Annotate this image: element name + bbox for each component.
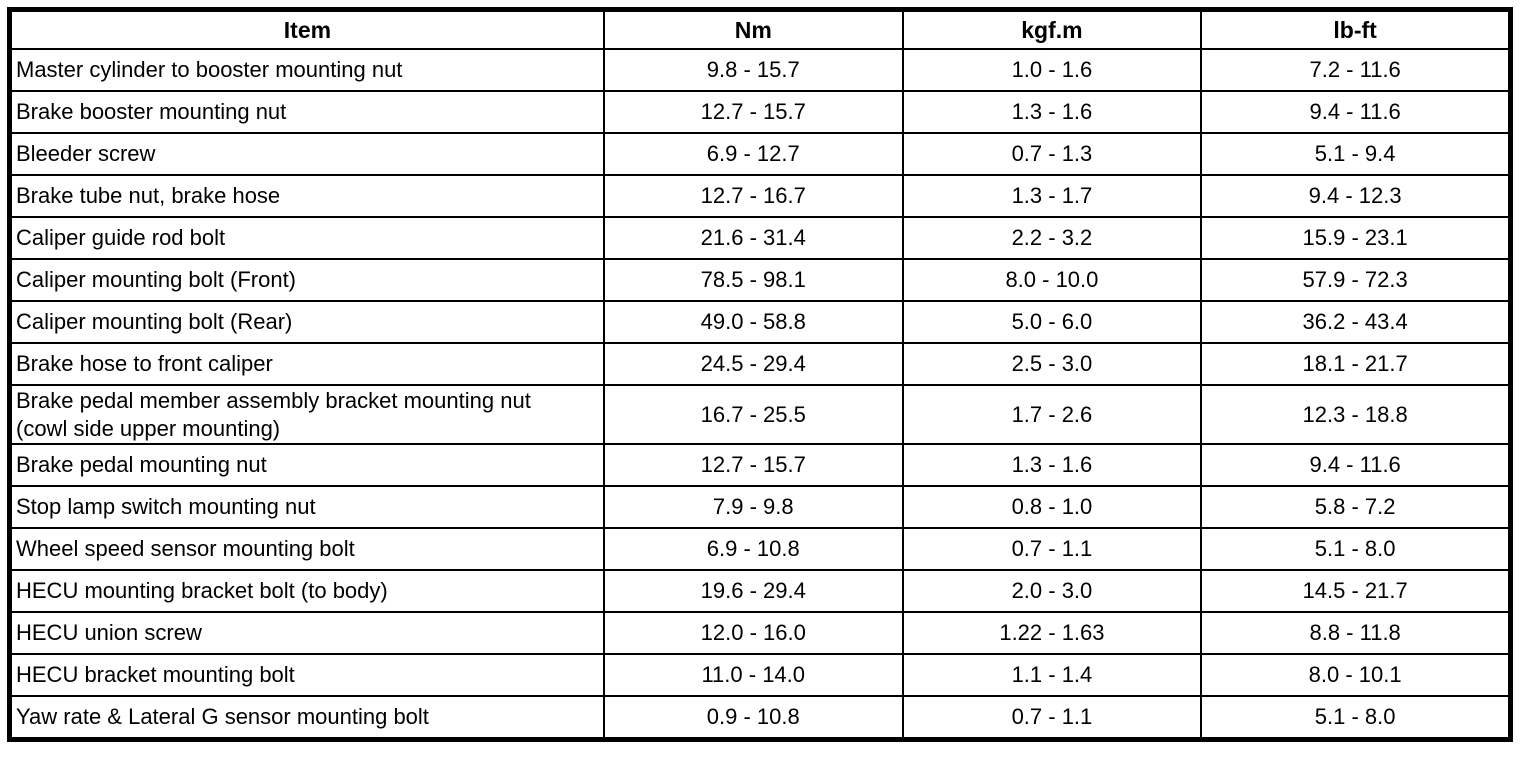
table-row: Caliper guide rod bolt 21.6 - 31.4 2.2 - 3… [8, 216, 1512, 260]
lbft-cell: 12.3 - 18.8 [1200, 384, 1512, 445]
kgfm-cell: 2.2 - 3.2 [901, 216, 1203, 260]
table-row: Wheel speed sensor mounting bolt 6.9 - 10… [8, 527, 1512, 571]
nm-cell: 78.5 - 98.1 [602, 258, 904, 302]
kgfm-cell: 1.3 - 1.6 [901, 90, 1203, 134]
item-cell: Stop lamp switch mounting nut [8, 485, 605, 529]
kgfm-cell: 0.8 - 1.0 [901, 485, 1203, 529]
header-row: Item Nm kgf.m lb-ft [8, 8, 1512, 50]
lbft-cell: 9.4 - 11.6 [1200, 90, 1512, 134]
kgfm-cell: 1.1 - 1.4 [901, 653, 1203, 697]
kgfm-cell: 1.22 - 1.63 [901, 611, 1203, 655]
item-cell: Brake hose to front caliper [8, 342, 605, 386]
torque-table-body: Master cylinder to booster mounting nut 9… [8, 48, 1512, 741]
nm-cell: 6.9 - 12.7 [602, 132, 904, 176]
table-row: Master cylinder to booster mounting nut 9… [8, 48, 1512, 92]
item-cell: Bleeder screw [8, 132, 605, 176]
nm-cell: 11.0 - 14.0 [602, 653, 904, 697]
table-row: Bleeder screw 6.9 - 12.7 0.7 - 1.3 5.1 - 9.… [8, 132, 1512, 176]
nm-cell: 49.0 - 58.8 [602, 300, 904, 344]
nm-cell: 12.7 - 15.7 [602, 90, 904, 134]
table-row: HECU mounting bracket bolt (to body) 19.6… [8, 569, 1512, 613]
kgfm-cell: 1.0 - 1.6 [901, 48, 1203, 92]
table-row: Yaw rate & Lateral G sensor mounting bol… [8, 695, 1512, 741]
table-row: Caliper mounting bolt (Front) 78.5 - 98.1… [8, 258, 1512, 302]
lbft-cell: 5.1 - 9.4 [1200, 132, 1512, 176]
item-cell: Master cylinder to booster mounting nut [8, 48, 605, 92]
lbft-cell: 18.1 - 21.7 [1200, 342, 1512, 386]
column-header-kgfm: kgf.m [901, 8, 1203, 50]
table-row: Caliper mounting bolt (Rear) 49.0 - 58.8 5… [8, 300, 1512, 344]
item-cell: Brake booster mounting nut [8, 90, 605, 134]
nm-cell: 0.9 - 10.8 [602, 695, 904, 741]
lbft-cell: 15.9 - 23.1 [1200, 216, 1512, 260]
lbft-cell: 8.0 - 10.1 [1200, 653, 1512, 697]
lbft-cell: 8.8 - 11.8 [1200, 611, 1512, 655]
column-header-lbft: lb-ft [1200, 8, 1512, 50]
kgfm-cell: 0.7 - 1.3 [901, 132, 1203, 176]
item-cell: Brake pedal member assembly bracket moun… [8, 384, 605, 445]
nm-cell: 12.7 - 16.7 [602, 174, 904, 218]
kgfm-cell: 0.7 - 1.1 [901, 695, 1203, 741]
kgfm-cell: 2.0 - 3.0 [901, 569, 1203, 613]
table-row: Brake pedal mounting nut 12.7 - 15.7 1.3 -… [8, 443, 1512, 487]
table-row: HECU bracket mounting bolt 11.0 - 14.0 1.1… [8, 653, 1512, 697]
nm-cell: 9.8 - 15.7 [602, 48, 904, 92]
item-cell: Caliper mounting bolt (Front) [8, 258, 605, 302]
kgfm-cell: 1.3 - 1.6 [901, 443, 1203, 487]
column-header-item: Item [8, 8, 605, 50]
table-row: Brake booster mounting nut 12.7 - 15.7 1.3… [8, 90, 1512, 134]
nm-cell: 12.7 - 15.7 [602, 443, 904, 487]
item-cell: Caliper mounting bolt (Rear) [8, 300, 605, 344]
lbft-cell: 7.2 - 11.6 [1200, 48, 1512, 92]
item-cell: HECU bracket mounting bolt [8, 653, 605, 697]
nm-cell: 24.5 - 29.4 [602, 342, 904, 386]
kgfm-cell: 2.5 - 3.0 [901, 342, 1203, 386]
nm-cell: 12.0 - 16.0 [602, 611, 904, 655]
lbft-cell: 5.1 - 8.0 [1200, 695, 1512, 741]
lbft-cell: 57.9 - 72.3 [1200, 258, 1512, 302]
kgfm-cell: 5.0 - 6.0 [901, 300, 1203, 344]
nm-cell: 7.9 - 9.8 [602, 485, 904, 529]
item-cell: Caliper guide rod bolt [8, 216, 605, 260]
kgfm-cell: 0.7 - 1.1 [901, 527, 1203, 571]
lbft-cell: 9.4 - 12.3 [1200, 174, 1512, 218]
nm-cell: 19.6 - 29.4 [602, 569, 904, 613]
kgfm-cell: 8.0 - 10.0 [901, 258, 1203, 302]
item-cell: Brake tube nut, brake hose [8, 174, 605, 218]
column-header-nm: Nm [602, 8, 904, 50]
lbft-cell: 9.4 - 11.6 [1200, 443, 1512, 487]
table-row: Stop lamp switch mounting nut 7.9 - 9.8 0.… [8, 485, 1512, 529]
table-row: Brake pedal member assembly bracket moun… [8, 384, 1512, 445]
item-cell: Wheel speed sensor mounting bolt [8, 527, 605, 571]
nm-cell: 16.7 - 25.5 [602, 384, 904, 445]
lbft-cell: 14.5 - 21.7 [1200, 569, 1512, 613]
lbft-cell: 5.1 - 8.0 [1200, 527, 1512, 571]
kgfm-cell: 1.7 - 2.6 [901, 384, 1203, 445]
table-row: HECU union screw 12.0 - 16.0 1.22 - 1.63 8.… [8, 611, 1512, 655]
lbft-cell: 36.2 - 43.4 [1200, 300, 1512, 344]
item-cell: HECU union screw [8, 611, 605, 655]
table-row: Brake tube nut, brake hose 12.7 - 16.7 1.3… [8, 174, 1512, 218]
item-cell: Yaw rate & Lateral G sensor mounting bol… [8, 695, 605, 741]
item-cell: Brake pedal mounting nut [8, 443, 605, 487]
table-row: Brake hose to front caliper 24.5 - 29.4 2.… [8, 342, 1512, 386]
kgfm-cell: 1.3 - 1.7 [901, 174, 1203, 218]
torque-spec-table: Item Nm kgf.m lb-ft Master cylinder to b… [7, 7, 1513, 742]
item-cell: HECU mounting bracket bolt (to body) [8, 569, 605, 613]
nm-cell: 6.9 - 10.8 [602, 527, 904, 571]
nm-cell: 21.6 - 31.4 [602, 216, 904, 260]
lbft-cell: 5.8 - 7.2 [1200, 485, 1512, 529]
